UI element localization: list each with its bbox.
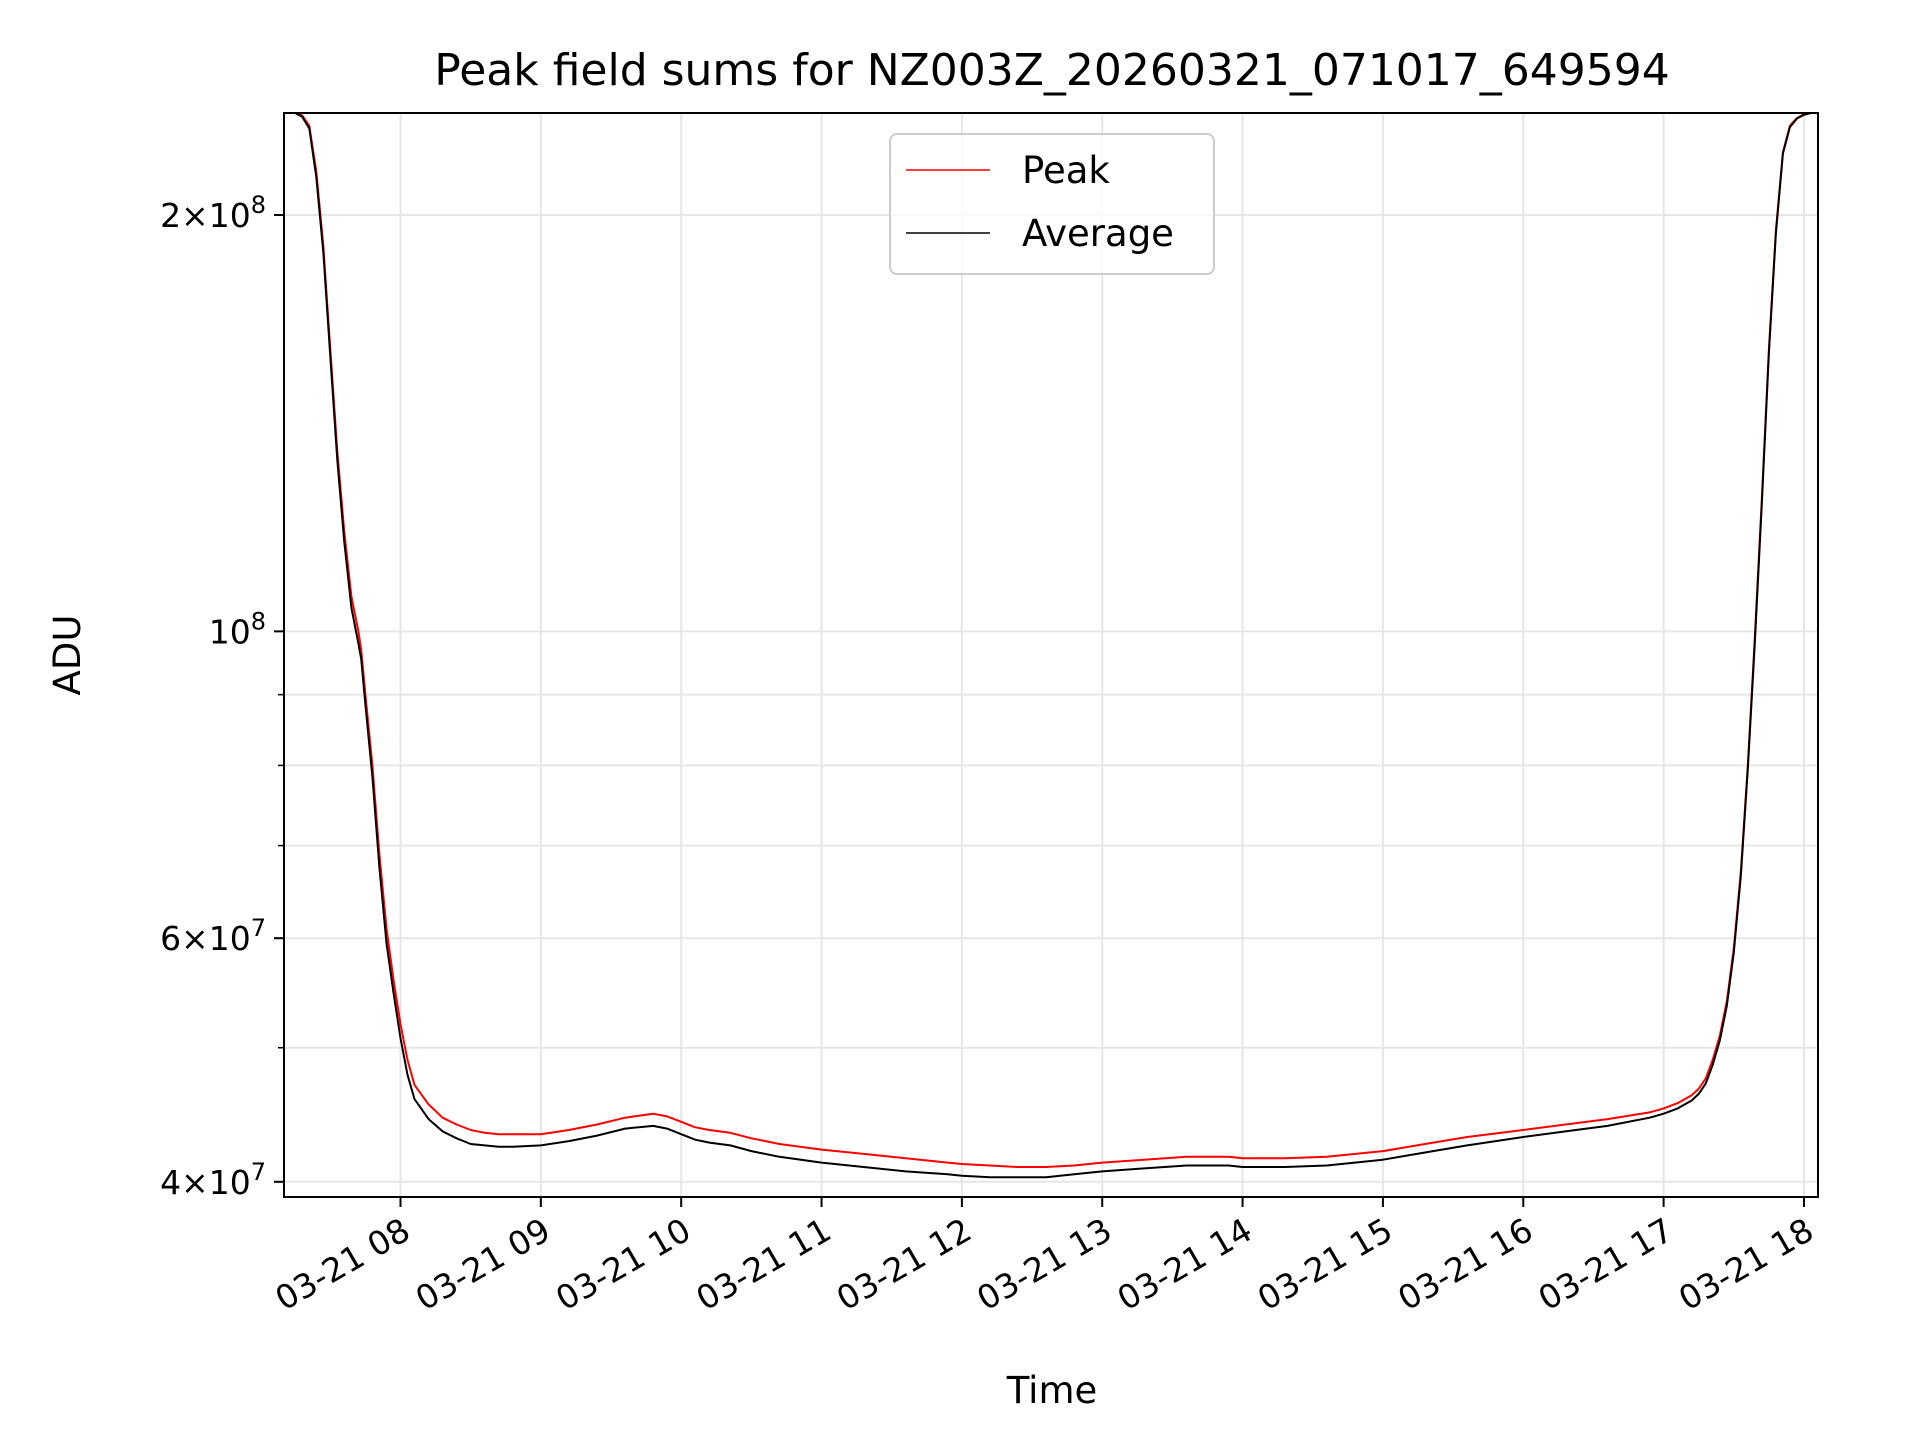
legend-average-label: Average (1022, 212, 1174, 255)
y-axis-label: ADU (46, 615, 89, 696)
y-tick-label: 4×107 (160, 1158, 266, 1202)
series-layer (284, 112, 1818, 1179)
y-tick-label: 2×108 (160, 191, 266, 235)
legend: Peak Average (889, 133, 1215, 275)
ticks (274, 213, 1805, 1207)
plot-frame (283, 112, 1819, 1198)
legend-peak-label: Peak (1022, 149, 1110, 192)
chart-title: Peak field sums for NZ003Z_20260321_0710… (434, 45, 1670, 96)
legend-box (889, 133, 1215, 275)
y-tick-label: 6×107 (160, 914, 266, 958)
plot-area (284, 113, 1818, 1197)
x-axis-label: Time (1006, 1369, 1098, 1412)
series-line-average (284, 112, 1818, 1179)
grid (284, 113, 1818, 1197)
y-tick-label: 108 (209, 607, 266, 651)
